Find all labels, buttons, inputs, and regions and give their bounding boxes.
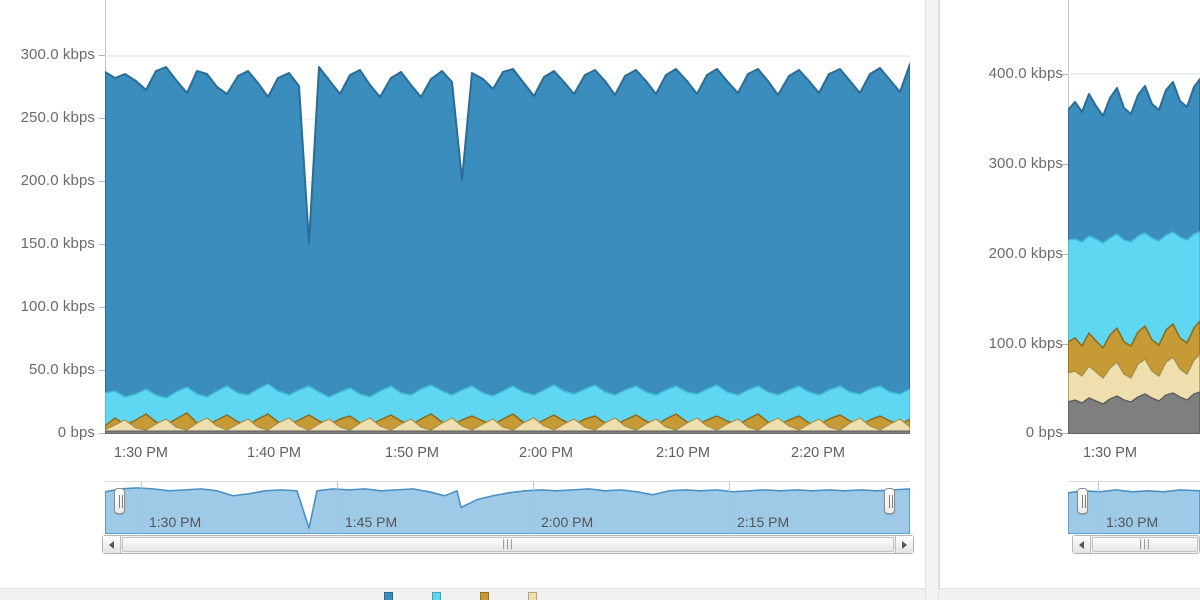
y-axis-label-0: 0 bps	[57, 424, 95, 441]
scroll-grip: |||	[1139, 538, 1151, 550]
scroll-left-button[interactable]	[103, 536, 121, 553]
right-y-tick-mark-100	[1062, 344, 1068, 345]
right-y-tick-mark-400	[1062, 74, 1068, 75]
y-axis-label-50: 50.0 kbps	[29, 361, 95, 378]
left-range-selector[interactable]: 1:30 PM 1:45 PM 2:00 PM 2:15 PM	[105, 481, 910, 534]
legend-item-0[interactable]	[383, 592, 398, 600]
legend-swatch-icon	[479, 592, 489, 600]
nav-gridline-3	[729, 482, 730, 534]
left-area-chart-plot[interactable]	[105, 0, 910, 434]
area-series-gray	[105, 430, 910, 434]
left-chart-legend	[0, 588, 925, 600]
area-series-blue	[105, 63, 910, 434]
right-y-axis-label-100: 100.0 kbps	[988, 335, 1063, 352]
scroll-thumb[interactable]: |||	[1092, 537, 1198, 552]
left-chart-panel: 300.0 kbps 250.0 kbps 200.0 kbps 150.0 k…	[0, 0, 925, 600]
panel-divider	[925, 0, 939, 600]
range-selector-preview	[105, 487, 910, 534]
scroll-right-button[interactable]	[895, 536, 913, 553]
nav-tick-1: 1:45 PM	[345, 514, 398, 530]
x-axis-tick-2: 1:50 PM	[385, 445, 439, 461]
nav-tick-3: 2:15 PM	[737, 514, 790, 530]
y-axis-label-100: 100.0 kbps	[20, 298, 95, 315]
x-axis-tick-0: 1:30 PM	[114, 445, 168, 461]
right-y-axis-label-400: 400.0 kbps	[988, 65, 1063, 82]
nav-tick-2: 2:00 PM	[541, 514, 594, 530]
y-tick-mark-250	[99, 118, 105, 119]
right-chart-svg	[1068, 73, 1200, 434]
right-range-selector[interactable]: 1:30 PM	[1068, 481, 1200, 534]
stacked-area-series	[105, 63, 910, 434]
right-y-tick-mark-0	[1062, 433, 1068, 434]
right-range-start-handle[interactable]	[1077, 488, 1088, 514]
nav-gridline-0	[141, 482, 142, 534]
left-chart-svg	[105, 55, 910, 434]
arrow-left-icon	[109, 540, 114, 549]
legend-row	[0, 592, 925, 600]
right-x-axis-tick-0: 1:30 PM	[1083, 445, 1137, 461]
stacked-area-series	[1068, 78, 1200, 434]
scroll-thumb[interactable]: |||	[122, 537, 894, 552]
y-tick-mark-0	[99, 433, 105, 434]
nav-gridline-2	[533, 482, 534, 534]
right-horizontal-scrollbar[interactable]: |||	[1072, 535, 1200, 554]
nav-tick-0: 1:30 PM	[149, 514, 202, 530]
right-y-axis-label-0: 0 bps	[1025, 424, 1063, 441]
right-area-chart-plot[interactable]	[1068, 0, 1200, 434]
right-chart-legend	[939, 588, 1200, 600]
y-axis-label-300: 300.0 kbps	[20, 46, 95, 63]
legend-item-2[interactable]	[479, 592, 494, 600]
right-y-tick-mark-200	[1062, 254, 1068, 255]
arrow-left-icon	[1079, 540, 1084, 549]
area-series-gray	[1068, 391, 1200, 434]
legend-item-3[interactable]	[527, 592, 542, 600]
legend-swatch-icon	[527, 592, 537, 600]
right-range-preview	[1068, 489, 1200, 534]
range-start-handle[interactable]	[114, 488, 125, 514]
x-axis-tick-3: 2:00 PM	[519, 445, 573, 461]
left-horizontal-scrollbar[interactable]: |||	[102, 535, 914, 554]
right-y-axis-label-300: 300.0 kbps	[988, 155, 1063, 172]
scroll-grip: |||	[502, 538, 514, 550]
y-tick-mark-200	[99, 181, 105, 182]
right-nav-tick-0: 1:30 PM	[1106, 514, 1159, 530]
area-series-cream	[105, 417, 910, 434]
y-axis-label-200: 200.0 kbps	[20, 172, 95, 189]
nav-gridline-1	[337, 482, 338, 534]
range-preview-area	[105, 487, 910, 534]
legend-item-1[interactable]	[431, 592, 446, 600]
x-axis-tick-4: 2:10 PM	[656, 445, 710, 461]
y-tick-mark-50	[99, 370, 105, 371]
nav-gridline-0	[1098, 482, 1099, 534]
y-tick-mark-150	[99, 244, 105, 245]
y-axis-label-150: 150.0 kbps	[20, 235, 95, 252]
y-tick-mark-100	[99, 307, 105, 308]
y-axis-label-250: 250.0 kbps	[20, 109, 95, 126]
x-axis-tick-1: 1:40 PM	[247, 445, 301, 461]
right-y-axis-label-200: 200.0 kbps	[988, 245, 1063, 262]
legend-swatch-icon	[383, 592, 393, 600]
range-end-handle[interactable]	[884, 488, 895, 514]
right-y-tick-mark-300	[1062, 164, 1068, 165]
y-tick-mark-300	[99, 55, 105, 56]
arrow-right-icon	[902, 540, 907, 549]
legend-swatch-icon	[431, 592, 441, 600]
range-preview-area	[1068, 489, 1200, 534]
scroll-left-button[interactable]	[1073, 536, 1091, 553]
x-axis-tick-5: 2:20 PM	[791, 445, 845, 461]
